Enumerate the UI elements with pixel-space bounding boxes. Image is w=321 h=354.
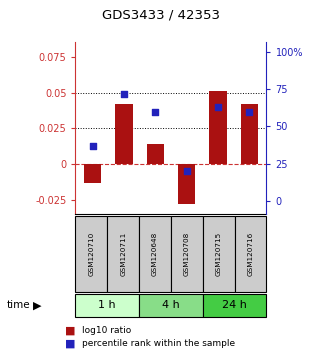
Text: GSM120708: GSM120708 (184, 232, 190, 276)
Bar (178, 164, 195, 204)
Text: ▶: ▶ (33, 300, 41, 310)
Bar (84, 164, 101, 183)
Text: GDS3433 / 42353: GDS3433 / 42353 (101, 9, 220, 22)
Bar (147, 144, 164, 164)
Point (153, 109, 158, 114)
Point (90, 143, 95, 149)
Text: GSM120711: GSM120711 (120, 232, 126, 276)
Text: GSM120715: GSM120715 (216, 232, 222, 276)
Text: GSM120710: GSM120710 (88, 232, 94, 276)
Text: time: time (6, 300, 30, 310)
Bar (241, 104, 258, 164)
Bar (209, 91, 227, 164)
Point (247, 109, 252, 114)
Text: 24 h: 24 h (222, 300, 247, 310)
Text: percentile rank within the sample: percentile rank within the sample (82, 339, 235, 348)
Bar (115, 104, 133, 164)
Point (215, 104, 221, 110)
Point (184, 169, 189, 174)
Text: 1 h: 1 h (99, 300, 116, 310)
Text: 4 h: 4 h (162, 300, 180, 310)
Text: ■: ■ (65, 338, 76, 348)
Text: ■: ■ (65, 326, 76, 336)
Text: log10 ratio: log10 ratio (82, 326, 131, 336)
Point (121, 91, 126, 96)
Text: GSM120648: GSM120648 (152, 232, 158, 276)
Text: GSM120716: GSM120716 (247, 232, 254, 276)
